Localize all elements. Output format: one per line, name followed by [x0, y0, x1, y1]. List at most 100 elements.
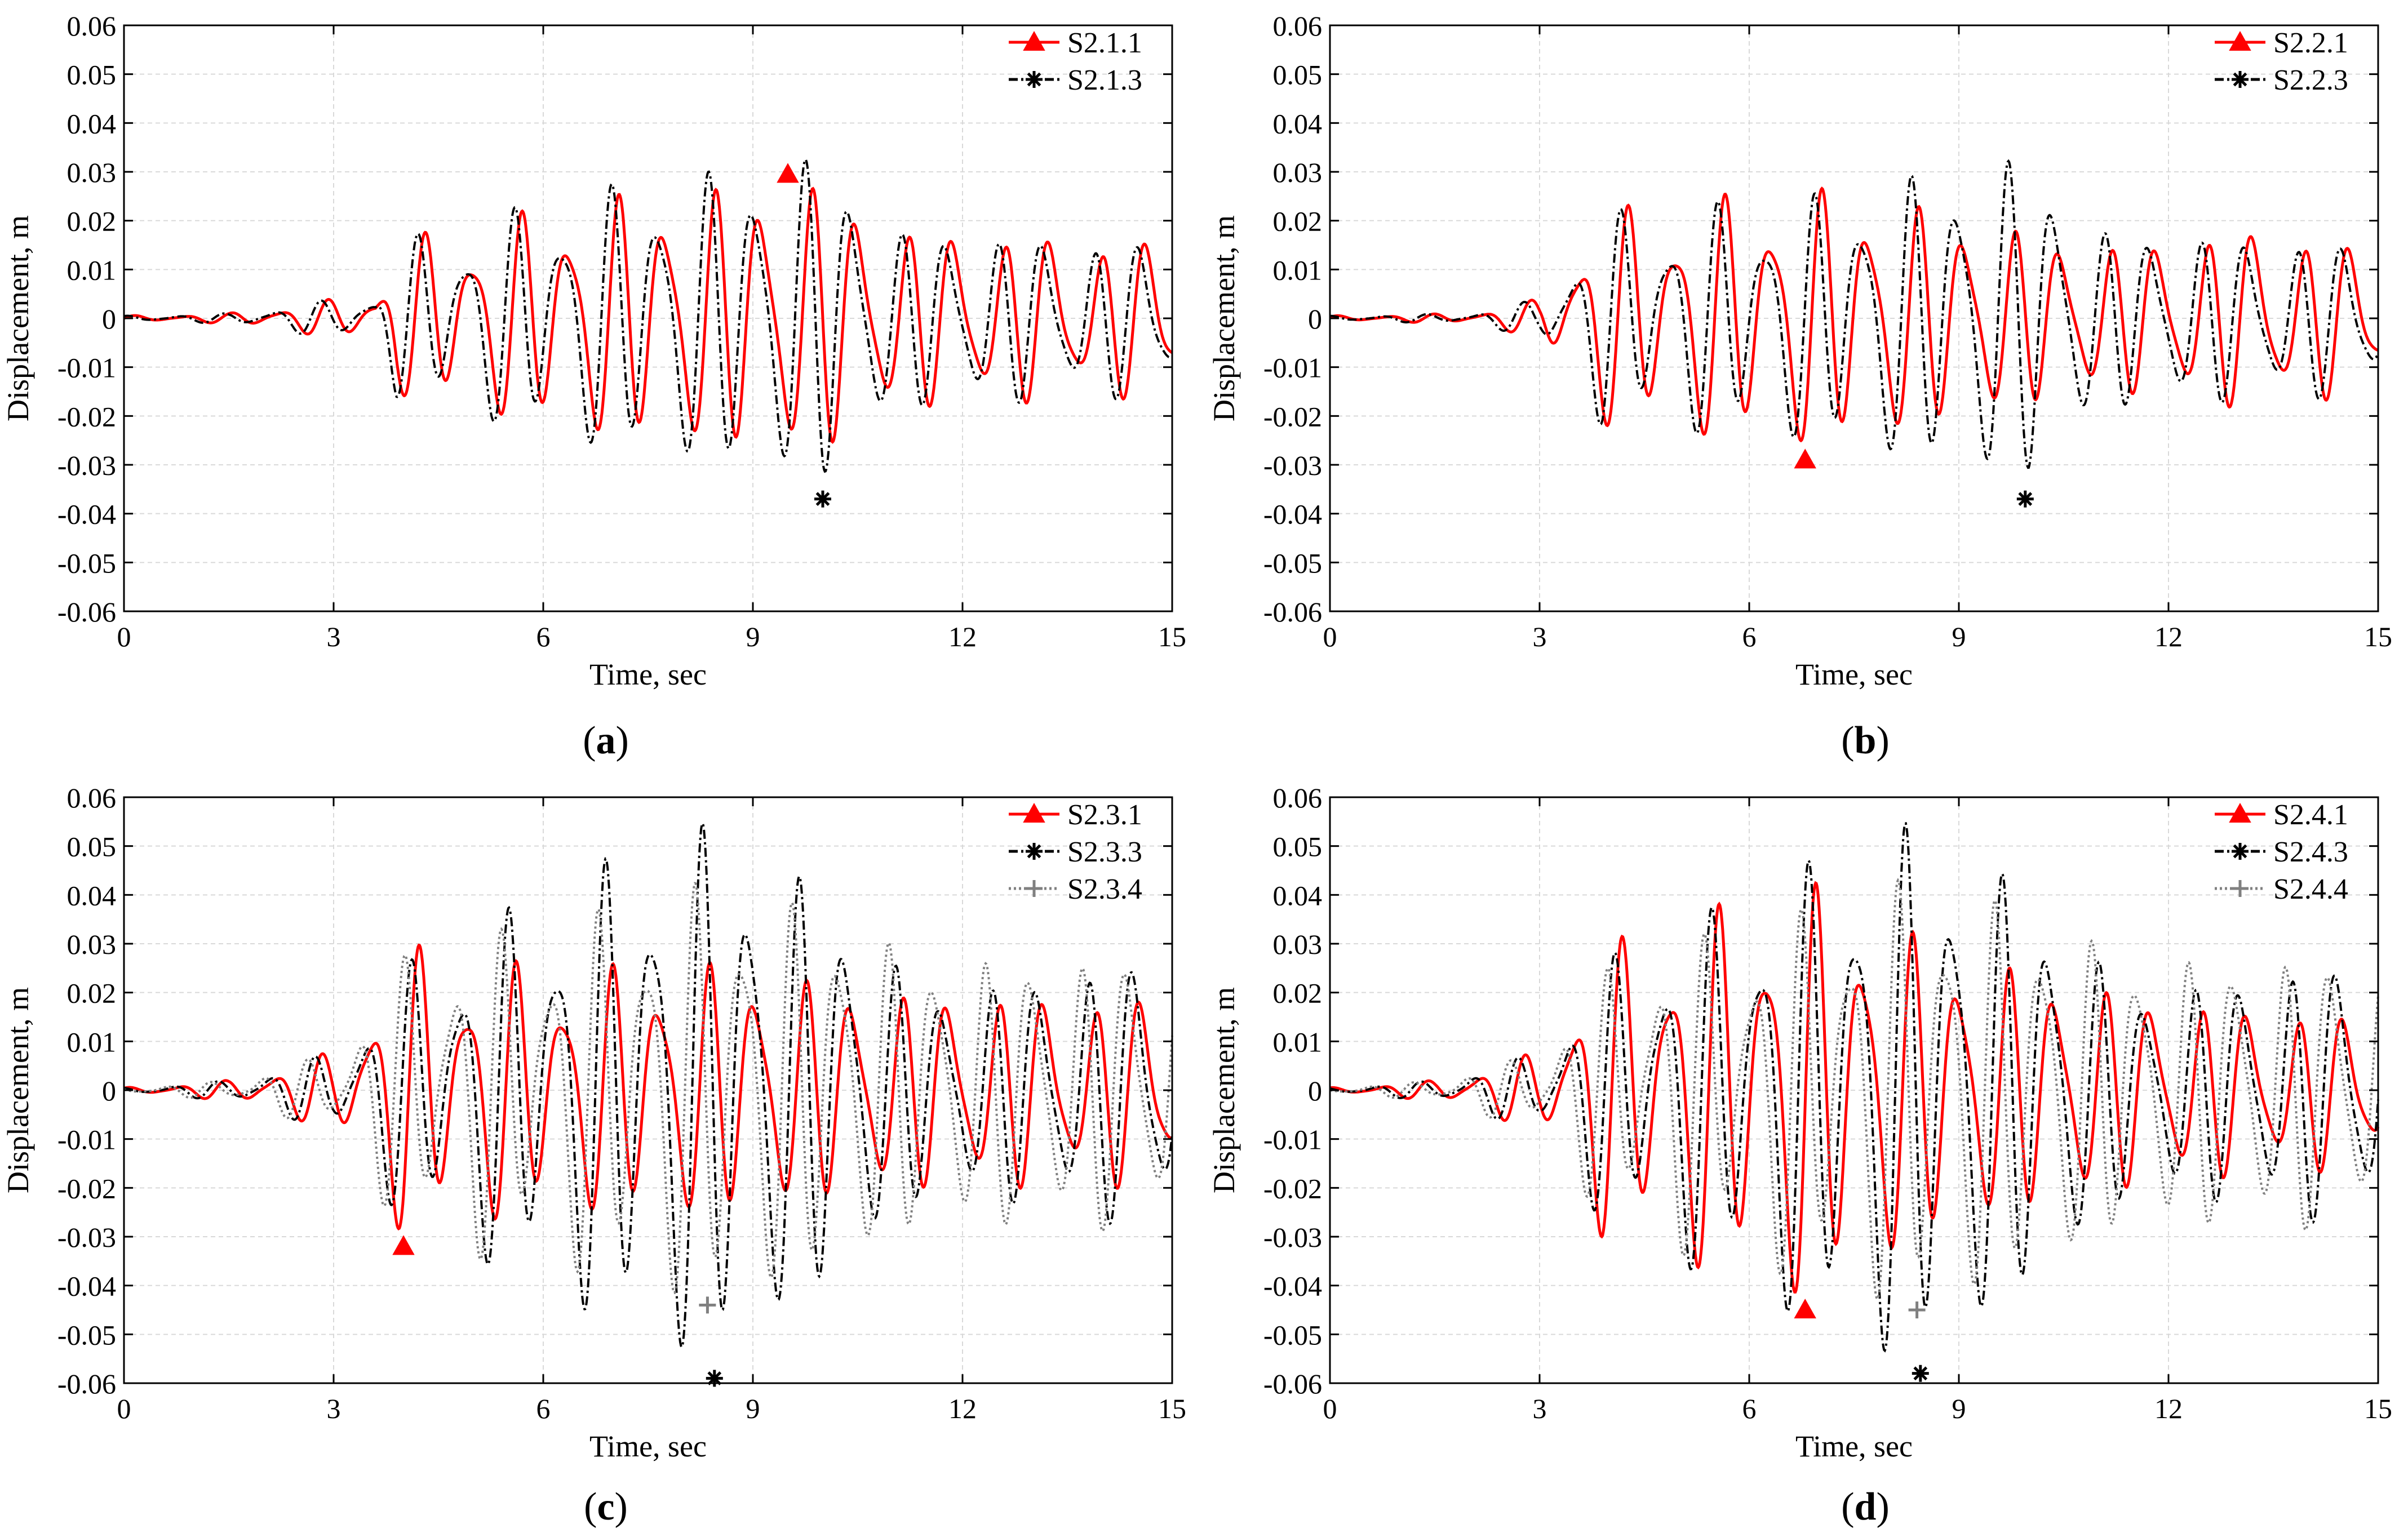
- y-tick-label: 0: [1308, 303, 1322, 335]
- y-tick-label: 0.05: [1273, 59, 1323, 91]
- y-tick-label: 0.04: [67, 879, 117, 911]
- legend-label-S2.4.1: S2.4.1: [2273, 799, 2348, 831]
- caption-b: (b): [1841, 719, 1890, 762]
- x-axis-label: Time, sec: [1795, 1429, 1913, 1463]
- y-tick-label: -0.02: [57, 1172, 116, 1204]
- y-tick-label: -0.02: [57, 401, 116, 432]
- peak-marker-S2.2.3: [2016, 490, 2034, 508]
- peak-marker-S2.1.1: [777, 163, 799, 183]
- series-line-S2.2.3: [1330, 159, 2379, 469]
- legend: S2.4.1 S2.4.3 S2.4.4: [2215, 799, 2348, 905]
- y-tick-label: -0.05: [1263, 1319, 1322, 1351]
- y-tick-label: 0.02: [67, 206, 117, 237]
- y-tick-label: -0.04: [57, 499, 116, 530]
- legend-label-S2.2.1: S2.2.1: [2273, 27, 2348, 59]
- caption-c: (c): [584, 1485, 628, 1529]
- y-tick-label: 0.05: [67, 59, 117, 91]
- peak-marker-S2.4.1: [1794, 1298, 1816, 1318]
- y-tick-label: -0.03: [1263, 1221, 1322, 1253]
- x-tick-label: 6: [1742, 1393, 1757, 1424]
- x-tick-label: 3: [327, 621, 341, 652]
- x-tick-label: 6: [536, 621, 551, 652]
- x-tick-label: 9: [1952, 1393, 1966, 1424]
- y-tick-label: -0.06: [57, 1368, 116, 1400]
- y-tick-label: 0: [1308, 1075, 1322, 1107]
- x-tick-label: 3: [1533, 621, 1547, 652]
- x-tick-label: 0: [117, 621, 131, 652]
- y-tick-label: 0.06: [67, 782, 117, 814]
- x-tick-label: 12: [948, 1393, 977, 1424]
- y-tick-label: 0.03: [1273, 157, 1323, 188]
- y-tick-label: -0.01: [1263, 1124, 1322, 1156]
- panel-a: 0.06 0.05 0.04 0.03 0.02 0.01 0 -0.01 -0.02 -0.03…: [0, 0, 1200, 721]
- y-tick-label: 0.01: [67, 254, 117, 286]
- y-tick-label: 0.06: [1273, 10, 1323, 42]
- caption-a: (a): [583, 719, 629, 762]
- y-tick-label: -0.01: [57, 1124, 116, 1156]
- x-tick-label: 12: [2154, 621, 2183, 652]
- y-tick-label: -0.04: [57, 1271, 116, 1302]
- legend-label-S2.1.3: S2.1.3: [1067, 64, 1142, 96]
- legend-label-S2.2.3: S2.2.3: [2273, 64, 2348, 96]
- series-line-S2.4.3: [1329, 822, 2379, 1353]
- x-tick-label: 3: [327, 1393, 341, 1424]
- legend-label-S2.3.4: S2.3.4: [1067, 873, 1142, 905]
- legend-label-S2.4.3: S2.4.3: [2273, 836, 2348, 868]
- x-tick-label: 9: [746, 1393, 760, 1424]
- y-tick-label: 0.04: [1273, 879, 1323, 911]
- y-tick-label: 0.01: [1273, 254, 1323, 286]
- peak-marker-S2.2.1: [1794, 448, 1816, 469]
- y-axis-label: Displacement, m: [1, 987, 35, 1193]
- legend-marker-S2.2.3: [2232, 71, 2249, 88]
- chart-c: 0.06 0.05 0.04 0.03 0.02 0.01 0 -0.01 -0.02 -0.03…: [1, 782, 1186, 1463]
- y-tick-label: -0.04: [1263, 499, 1322, 530]
- legend: S2.1.1 S2.1.3: [1009, 27, 1142, 96]
- legend: S2.3.1 S2.3.3 S2.3.4: [1009, 799, 1142, 905]
- x-tick-label: 3: [1533, 1393, 1547, 1424]
- y-tick-label: -0.01: [1263, 352, 1322, 384]
- y-tick-label: 0.03: [1273, 929, 1323, 960]
- chart-b: 0.06 0.05 0.04 0.03 0.02 0.01 0 -0.01 -0.02 -0.03…: [1207, 10, 2392, 691]
- y-tick-label: -0.05: [57, 547, 116, 579]
- y-axis-label: Displacement, m: [1207, 215, 1241, 421]
- panel-c: 0.06 0.05 0.04 0.03 0.02 0.01 0 -0.01 -0.02 -0.03…: [0, 772, 1200, 1493]
- legend-marker-S2.4.3: [2232, 843, 2249, 860]
- x-tick-label: 15: [1158, 1393, 1186, 1424]
- x-axis-label: Time, sec: [589, 658, 707, 691]
- legend-label-S2.4.4: S2.4.4: [2273, 873, 2348, 905]
- series-line-S2.2.1: [1329, 186, 2379, 443]
- peak-marker-S2.4.4: [1908, 1301, 1926, 1318]
- x-tick-label: 6: [536, 1393, 551, 1424]
- y-tick-label: 0.03: [67, 929, 117, 960]
- y-tick-label: 0.05: [1273, 831, 1323, 863]
- x-tick-label: 15: [2364, 621, 2392, 652]
- peak-marker-S2.3.3: [706, 1370, 723, 1387]
- y-tick-label: -0.06: [1263, 1368, 1322, 1400]
- x-tick-label: 9: [1952, 621, 1966, 652]
- series-line-S2.3.3: [123, 820, 1173, 1349]
- legend: S2.2.1 S2.2.3: [2215, 27, 2348, 96]
- legend-marker-S2.1.3: [1026, 71, 1043, 88]
- x-tick-label: 15: [2364, 1393, 2392, 1424]
- legend-marker-S2.3.4: [1026, 880, 1043, 897]
- y-tick-label: 0.01: [1273, 1026, 1323, 1058]
- panel-d: 0.06 0.05 0.04 0.03 0.02 0.01 0 -0.01 -0.02 -0.03…: [1206, 772, 2406, 1493]
- legend-label-S2.3.1: S2.3.1: [1067, 799, 1142, 831]
- x-tick-label: 15: [1158, 621, 1186, 652]
- legend-marker-S2.3.3: [1026, 843, 1043, 860]
- y-tick-label: 0.02: [1273, 978, 1323, 1009]
- y-tick-label: -0.06: [57, 596, 116, 628]
- y-tick-label: -0.02: [1263, 401, 1322, 432]
- y-tick-label: 0: [102, 1075, 116, 1107]
- y-tick-label: 0.02: [1273, 206, 1323, 237]
- x-tick-label: 12: [948, 621, 977, 652]
- legend-marker-S2.4.1: [2229, 802, 2251, 823]
- y-tick-label: -0.01: [57, 352, 116, 384]
- peak-marker-S2.3.4: [699, 1296, 716, 1314]
- peak-marker-S2.3.1: [392, 1235, 415, 1255]
- y-tick-label: 0.06: [1273, 782, 1323, 814]
- y-tick-label: -0.05: [57, 1319, 116, 1351]
- y-tick-label: 0.04: [67, 108, 117, 139]
- peak-marker-S2.4.3: [1912, 1365, 1929, 1382]
- y-tick-label: 0.01: [67, 1026, 117, 1058]
